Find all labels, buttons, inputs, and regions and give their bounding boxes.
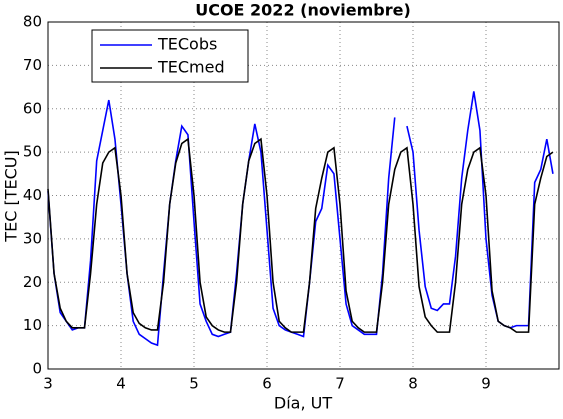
y-tick-label: 20: [23, 273, 42, 291]
y-tick-label: 40: [23, 186, 42, 204]
y-tick-label: 50: [23, 143, 42, 161]
legend-label: TECobs: [157, 35, 217, 54]
x-tick-label: 5: [189, 375, 199, 393]
y-tick-label: 80: [23, 13, 42, 31]
y-tick-label: 70: [23, 56, 42, 74]
x-tick-label: 7: [335, 375, 345, 393]
x-axis-label: Día, UT: [274, 394, 332, 413]
legend-box: [91, 29, 249, 83]
y-tick-label: 0: [32, 360, 42, 378]
y-tick-label: 60: [23, 99, 42, 117]
y-axis-label: TEC [TECU]: [2, 150, 21, 242]
data-line: [47, 137, 554, 333]
x-tick-label: 3: [43, 375, 53, 393]
x-tick-label: 6: [262, 375, 272, 393]
x-tick-label: 8: [408, 375, 418, 393]
y-tick-label: 10: [23, 316, 42, 334]
legend-label: TECmed: [157, 58, 225, 77]
chart-title: UCOE 2022 (noviembre): [195, 1, 411, 20]
x-tick-label: 9: [481, 375, 491, 393]
x-tick-label: 4: [116, 375, 126, 393]
y-tick-label: 30: [23, 229, 42, 247]
